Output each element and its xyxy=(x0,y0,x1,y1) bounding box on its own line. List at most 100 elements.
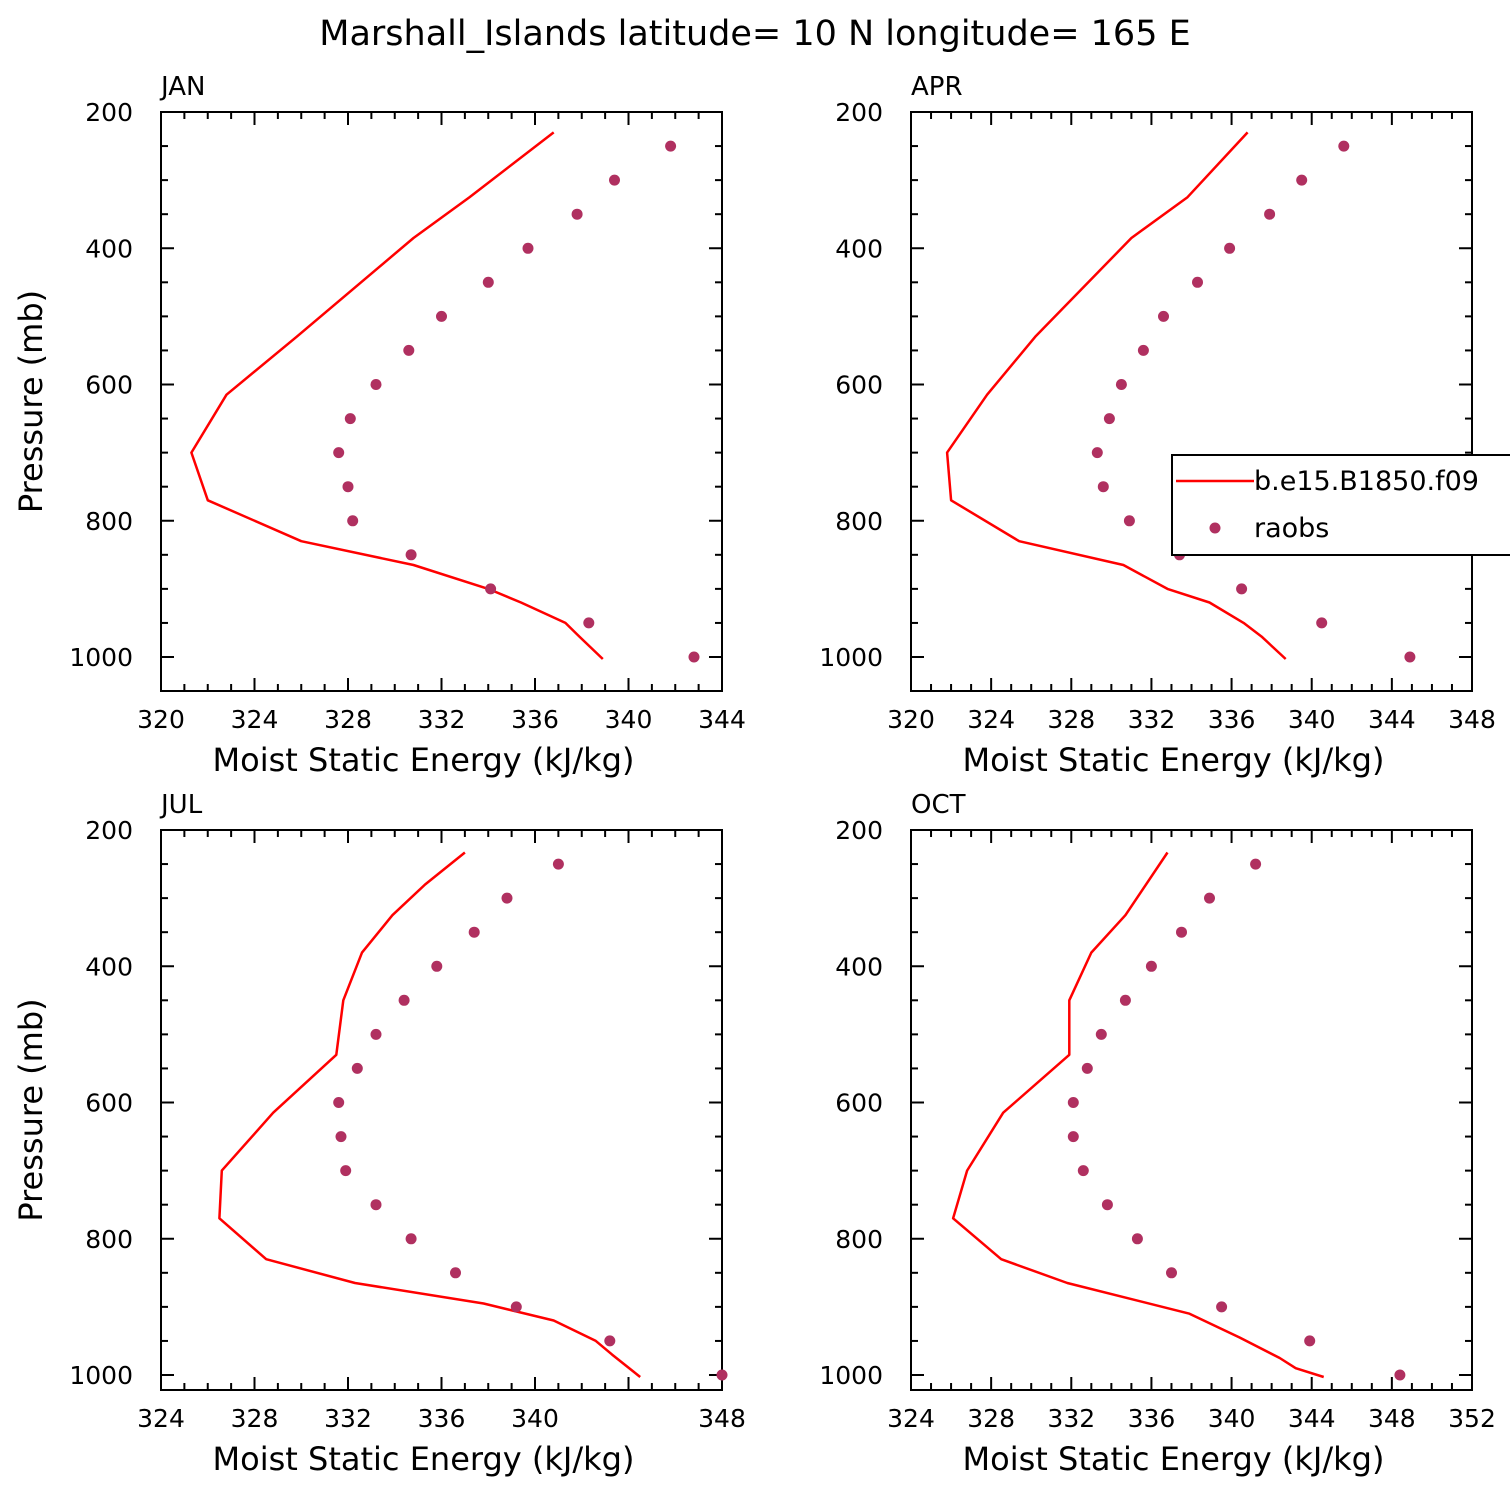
raobs-point xyxy=(1394,1369,1406,1381)
x-tick-label: 340 xyxy=(605,705,653,734)
plot-frame xyxy=(160,111,723,692)
legend-obs-label: raobs xyxy=(1254,513,1329,544)
raobs-point xyxy=(1103,413,1115,425)
model-line-series xyxy=(945,131,1287,660)
model-line-series xyxy=(190,131,604,660)
y-tick-label: 1000 xyxy=(819,643,883,672)
x-tick-label: 328 xyxy=(231,1404,279,1433)
x-tick-label: 332 xyxy=(324,1404,372,1433)
x-tick-label: 324 xyxy=(231,705,279,734)
x-tick-label: 320 xyxy=(887,705,935,734)
x-tick-label: 340 xyxy=(1288,705,1336,734)
panel-label: OCT xyxy=(911,790,966,820)
y-tick-label: 600 xyxy=(85,1089,133,1118)
x-axis-label: Moist Static Energy (kJ/kg) xyxy=(213,1440,635,1478)
y-tick-label: 800 xyxy=(85,1225,133,1254)
raobs-point xyxy=(1081,1062,1093,1074)
x-tick-label: 344 xyxy=(1368,705,1416,734)
raobs-point xyxy=(1264,208,1276,220)
raobs-point xyxy=(347,515,359,527)
panel-label: JUL xyxy=(159,790,203,820)
raobs-point xyxy=(1067,1097,1079,1108)
x-tick-label: 344 xyxy=(698,705,746,734)
raobs-point xyxy=(1131,1233,1143,1245)
x-tick-label: 348 xyxy=(698,1404,746,1433)
y-axis-label: Pressure (mb) xyxy=(12,290,50,513)
x-tick-label: 344 xyxy=(1288,1404,1336,1433)
raobs-point xyxy=(1176,926,1187,938)
y-tick-label: 400 xyxy=(835,952,883,981)
x-tick-label: 340 xyxy=(511,1404,559,1433)
panel-apr: APR 320 324 328 332 336 340 344 348 200 400 600 800 1… xyxy=(819,72,1495,779)
y-tick-label: 800 xyxy=(85,507,133,536)
raobs-point xyxy=(344,413,356,425)
raobs-point xyxy=(665,140,677,152)
raobs-point xyxy=(1137,344,1149,356)
x-axis-label: Moist Static Energy (kJ/kg) xyxy=(213,741,635,779)
raobs-point xyxy=(333,1097,345,1108)
raobs-point xyxy=(1077,1165,1089,1177)
raobs-point xyxy=(351,1062,363,1074)
raobs-point xyxy=(1224,242,1236,254)
y-tick-label: 400 xyxy=(85,952,133,981)
raobs-point xyxy=(510,1301,522,1313)
raobs-point xyxy=(450,1267,461,1279)
legend-box xyxy=(1171,454,1510,556)
x-tick-label: 324 xyxy=(137,1404,185,1433)
raobs-point xyxy=(403,344,415,356)
raobs-point xyxy=(340,1165,352,1177)
panel-label: APR xyxy=(911,72,963,102)
panel-jan: JAN 320 324 328 332 336 340 344 200 400 600 800 1000… xyxy=(12,72,746,779)
raobs-point xyxy=(1101,1199,1113,1211)
raobs-point xyxy=(405,549,417,561)
plot-frame xyxy=(910,829,1473,1391)
raobs-point xyxy=(370,1199,382,1211)
raobs-point xyxy=(1145,960,1157,972)
x-tick-label: 332 xyxy=(1128,705,1176,734)
x-tick-label: 336 xyxy=(1208,705,1256,734)
x-tick-label: 336 xyxy=(1128,1404,1176,1433)
raobs-point xyxy=(1166,1267,1177,1279)
raobs-point xyxy=(335,1131,347,1143)
raobs-point xyxy=(1158,310,1169,322)
legend: b.e15.B1850.f09 raobs xyxy=(1171,454,1510,556)
y-tick-label: 200 xyxy=(835,816,883,845)
raobs-point xyxy=(688,651,700,663)
x-tick-label: 328 xyxy=(1047,705,1095,734)
raobs-point xyxy=(370,1028,382,1040)
raobs-point xyxy=(1123,515,1135,527)
x-tick-label: 336 xyxy=(511,705,559,734)
x-axis-label: Moist Static Energy (kJ/kg) xyxy=(963,741,1385,779)
legend-model-label: b.e15.B1850.f09 xyxy=(1254,466,1479,497)
panel-jul: JUL 324 328 332 336 340 348 200 400 600 800 1000 Moi… xyxy=(12,790,746,1478)
plot-frame xyxy=(910,111,1473,692)
x-tick-label: 352 xyxy=(1448,1404,1496,1433)
x-tick-label: 328 xyxy=(324,705,372,734)
raobs-point xyxy=(1250,858,1262,870)
y-tick-label: 200 xyxy=(835,98,883,127)
plot-frame xyxy=(160,829,723,1391)
raobs-point xyxy=(1296,174,1308,186)
raobs-point xyxy=(431,960,443,972)
x-tick-label: 348 xyxy=(1448,705,1496,734)
raobs-point xyxy=(1404,651,1416,663)
x-tick-label: 332 xyxy=(1047,1404,1095,1433)
raobs-point xyxy=(716,1369,728,1381)
raobs-point xyxy=(1338,140,1350,152)
raobs-point xyxy=(1095,1028,1107,1040)
raobs-point xyxy=(436,310,447,322)
raobs-point xyxy=(571,208,583,220)
raobs-point xyxy=(342,481,354,493)
raobs-point xyxy=(1115,379,1127,390)
y-tick-label: 200 xyxy=(85,816,133,845)
raobs-point xyxy=(482,276,494,288)
panel-oct: OCT 324 328 332 336 340 344 348 352 200 400 600 800 1… xyxy=(819,790,1495,1478)
x-tick-label: 328 xyxy=(967,1404,1015,1433)
x-tick-label: 332 xyxy=(418,705,466,734)
y-tick-label: 400 xyxy=(835,234,883,263)
x-tick-label: 324 xyxy=(967,705,1015,734)
raobs-point xyxy=(370,379,382,390)
y-tick-label: 800 xyxy=(835,1225,883,1254)
panel-label: JAN xyxy=(159,72,205,102)
raobs-point xyxy=(583,617,595,629)
